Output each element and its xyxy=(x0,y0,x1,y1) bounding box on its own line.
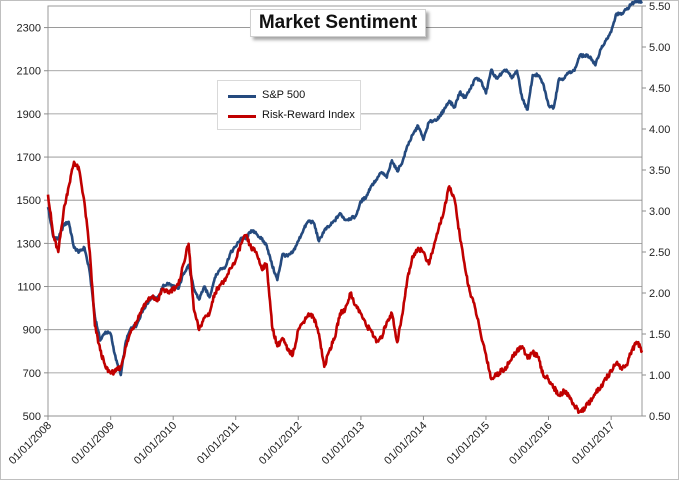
x-tick-label: 01/01/2014 xyxy=(382,420,429,467)
series-line-risk-reward-index xyxy=(46,160,644,415)
y-right-tick-label: 5.00 xyxy=(649,42,670,54)
y-right-tick-label: 0.50 xyxy=(649,411,670,423)
y-right-tick-label: 3.00 xyxy=(649,206,670,218)
y-right-tick-label: 1.50 xyxy=(649,329,670,341)
y-left-tick-label: 1700 xyxy=(17,152,41,164)
y-left-tick-label: 2100 xyxy=(17,66,41,78)
grid-lines xyxy=(44,5,646,420)
legend-label-sp500: S&P 500 xyxy=(262,89,306,101)
legend-swatch-sp500 xyxy=(228,95,256,98)
y-left-tick-label: 1100 xyxy=(17,282,41,294)
y-right-tick-label: 4.00 xyxy=(649,124,670,136)
x-tick-label: 01/01/2013 xyxy=(320,420,367,467)
plot-area-border xyxy=(47,5,643,417)
y-left-tick-label: 1900 xyxy=(17,109,41,121)
x-tick-label: 01/01/2010 xyxy=(132,420,179,467)
series-lines xyxy=(46,0,644,415)
y-left-tick-label: 1500 xyxy=(17,195,41,207)
y-right-tick-label: 2.50 xyxy=(649,247,670,259)
chart-title: Market Sentiment xyxy=(250,9,426,37)
y-left-tick-label: 2300 xyxy=(17,23,41,35)
x-tick-label: 01/01/2017 xyxy=(570,420,617,467)
y-left-tick-label: 500 xyxy=(23,411,41,423)
chart-legend: S&P 500 Risk-Reward Index xyxy=(217,80,361,130)
legend-label-risk-reward: Risk-Reward Index xyxy=(262,109,355,121)
y-right-tick-label: 3.50 xyxy=(649,165,670,177)
x-tick-label: 01/01/2009 xyxy=(69,420,116,467)
chart-title-text: Market Sentiment xyxy=(258,12,418,33)
x-tick-label: 01/01/2011 xyxy=(195,420,242,467)
y-right-tick-label: 2.00 xyxy=(649,288,670,300)
y-right-tick-label: 4.50 xyxy=(649,83,670,95)
y-left-tick-label: 1300 xyxy=(17,238,41,250)
y-right-tick-label: 1.00 xyxy=(649,370,670,382)
x-tick-label: 01/01/2012 xyxy=(257,420,304,467)
x-tick-label: 01/01/2008 xyxy=(7,420,54,467)
y-left-tick-label: 700 xyxy=(23,368,41,380)
x-tick-label: 01/01/2016 xyxy=(507,420,554,467)
y-left-tick-label: 900 xyxy=(23,325,41,337)
series-line-s-p-500 xyxy=(46,0,643,377)
x-tick-label: 01/01/2015 xyxy=(445,420,492,467)
y-right-tick-label: 5.50 xyxy=(649,1,670,13)
legend-swatch-risk-reward xyxy=(228,115,256,118)
